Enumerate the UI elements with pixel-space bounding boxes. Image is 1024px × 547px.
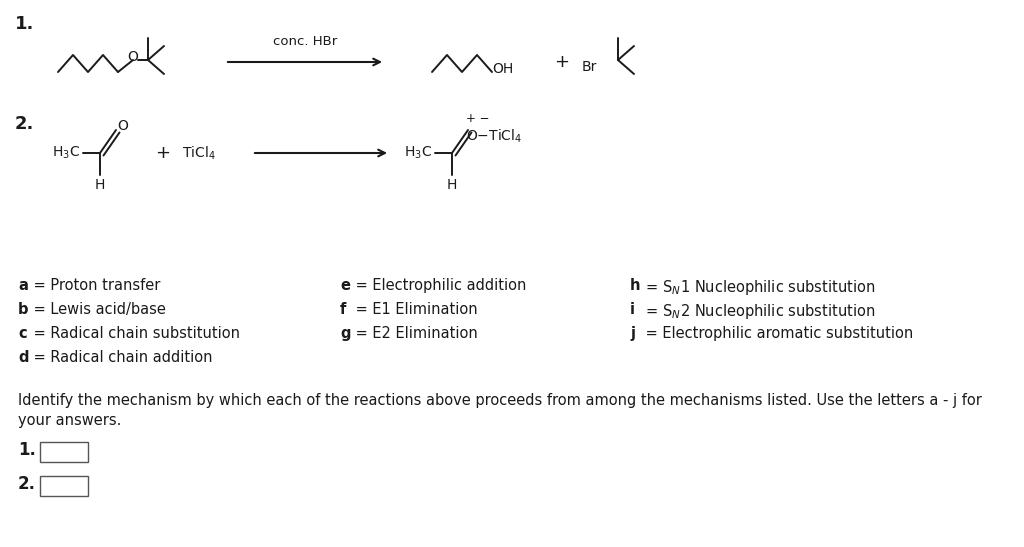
Text: H: H: [95, 178, 105, 192]
Bar: [40, 442, 88, 462]
Text: O: O: [128, 50, 138, 64]
Bar: [40, 476, 88, 496]
Text: O$-$TiCl$_4$: O$-$TiCl$_4$: [466, 128, 522, 146]
Text: g: g: [340, 326, 350, 341]
Text: = Electrophilic aromatic substitution: = Electrophilic aromatic substitution: [641, 326, 913, 341]
Text: 2.: 2.: [18, 475, 36, 493]
Text: conc. HBr: conc. HBr: [272, 35, 337, 48]
Text: = S$_N$1 Nucleophilic substitution: = S$_N$1 Nucleophilic substitution: [641, 278, 876, 297]
Text: b: b: [18, 302, 29, 317]
Text: f: f: [340, 302, 346, 317]
Text: = Lewis acid/base: = Lewis acid/base: [29, 302, 166, 317]
Text: d: d: [18, 350, 29, 365]
Text: = S$_N$2 Nucleophilic substitution: = S$_N$2 Nucleophilic substitution: [641, 302, 876, 321]
Text: i: i: [630, 302, 635, 317]
Text: Br: Br: [582, 60, 597, 74]
Text: O: O: [117, 119, 128, 133]
Text: TiCl$_4$: TiCl$_4$: [182, 144, 216, 162]
Text: OH: OH: [492, 62, 513, 76]
Text: j: j: [630, 326, 635, 341]
Text: = Radical chain addition: = Radical chain addition: [29, 350, 213, 365]
Text: your answers.: your answers.: [18, 413, 122, 428]
Text: 2.: 2.: [15, 115, 35, 133]
Text: H: H: [446, 178, 457, 192]
Text: + −: + −: [466, 112, 489, 125]
Text: +: +: [555, 53, 569, 71]
Text: Identify the mechanism by which each of the reactions above proceeds from among : Identify the mechanism by which each of …: [18, 393, 982, 408]
Text: 1.: 1.: [15, 15, 35, 33]
Text: a: a: [18, 278, 28, 293]
Text: c: c: [18, 326, 27, 341]
Text: 1.: 1.: [18, 441, 36, 459]
Text: = Radical chain substitution: = Radical chain substitution: [29, 326, 240, 341]
Text: = E1 Elimination: = E1 Elimination: [351, 302, 477, 317]
Text: = Electrophilic addition: = Electrophilic addition: [351, 278, 526, 293]
Text: e: e: [340, 278, 350, 293]
Text: H$_3$C: H$_3$C: [404, 145, 432, 161]
Text: H$_3$C: H$_3$C: [52, 145, 80, 161]
Text: h: h: [630, 278, 640, 293]
Text: +: +: [156, 144, 171, 162]
Text: = Proton transfer: = Proton transfer: [29, 278, 161, 293]
Text: = E2 Elimination: = E2 Elimination: [351, 326, 478, 341]
